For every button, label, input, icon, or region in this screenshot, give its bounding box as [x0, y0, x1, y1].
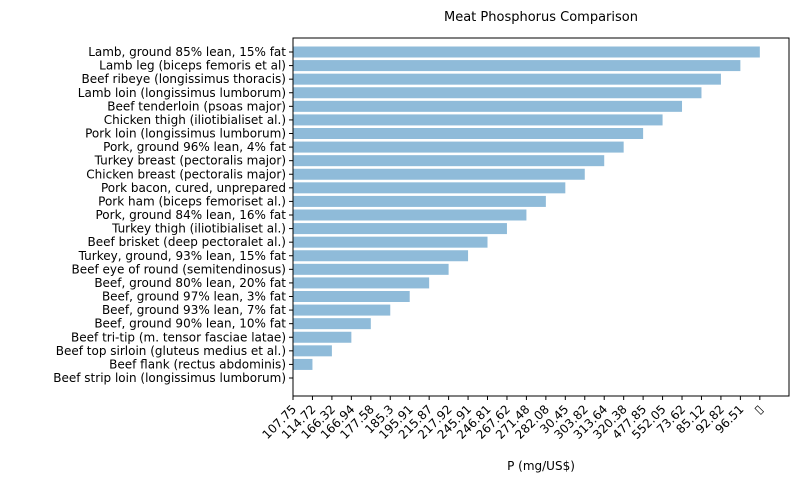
bar	[293, 304, 391, 316]
category-label: Chicken thigh (iliotibialiset al.)	[104, 113, 286, 127]
category-label: Beef brisket (deep pectoralet al.)	[88, 235, 286, 249]
bar	[293, 236, 488, 248]
bar	[293, 358, 313, 370]
category-label: Beef strip loin (longissimus lumborum)	[53, 371, 286, 385]
bar	[293, 318, 371, 330]
category-label: Pork ham (biceps femoriset al.)	[98, 194, 286, 208]
bar	[293, 155, 605, 167]
category-label: Pork, ground 84% lean, 16% fat	[96, 208, 287, 222]
category-label: Lamb leg (biceps femoris et al)	[99, 59, 286, 73]
category-label: Pork, ground 96% lean, 4% fat	[103, 140, 286, 154]
bar	[293, 141, 624, 153]
category-label: Beef, ground 97% lean, 3% fat	[102, 290, 286, 304]
bar	[293, 46, 760, 58]
category-label: Beef flank (rectus abdominis)	[109, 357, 286, 371]
bar	[293, 114, 663, 126]
x-tick-labels: 107.75114.72166.32166.94177.58185.3195.9…	[260, 396, 766, 442]
bar	[293, 100, 683, 112]
category-label: Beef tenderloin (psoas major)	[107, 99, 286, 113]
chart-title: Meat Phosphorus Comparison	[444, 10, 638, 25]
category-label: Beef, ground 90% lean, 10% fat	[94, 317, 286, 331]
category-label: Turkey, ground, 93% lean, 15% fat	[78, 249, 287, 263]
x-tick-label: ▯	[751, 402, 766, 417]
bar	[293, 277, 430, 289]
category-label: Beef eye of round (semitendinosus)	[72, 262, 286, 276]
bars-group	[293, 46, 760, 370]
bar	[293, 128, 644, 139]
category-label: Lamb, ground 85% lean, 15% fat	[88, 45, 286, 59]
x-axis-label: P (mg/US$)	[507, 459, 575, 473]
bar	[293, 291, 410, 302]
bar	[293, 263, 449, 275]
category-label: Beef, ground 80% lean, 20% fat	[94, 276, 286, 290]
category-label: Turkey thigh (iliotibialiset al.)	[111, 222, 286, 236]
category-label: Pork loin (longissimus lumborum)	[85, 127, 286, 141]
bar	[293, 250, 469, 262]
bar	[293, 87, 702, 99]
bar	[293, 345, 332, 357]
bar	[293, 182, 566, 194]
bar	[293, 168, 585, 180]
category-label: Turkey breast (pectoralis major)	[94, 154, 286, 168]
category-label: Chicken breast (pectoralis major)	[86, 167, 286, 181]
bar	[293, 195, 546, 207]
category-label: Beef top sirloin (gluteus medius et al.)	[56, 344, 286, 358]
bar	[293, 223, 507, 235]
bar	[293, 73, 721, 85]
category-label: Pork bacon, cured, unprepared	[101, 181, 286, 195]
bar	[293, 60, 741, 72]
plot-frame	[292, 37, 790, 397]
category-label: Beef tri-tip (m. tensor fasciae latae)	[71, 330, 286, 344]
category-label: Beef ribeye (longissimus thoracis)	[81, 72, 286, 86]
bar	[293, 209, 527, 221]
category-label: Beef, ground 93% lean, 7% fat	[102, 303, 286, 317]
bar	[293, 331, 352, 343]
category-label: Lamb loin (longissimus lumborum)	[78, 86, 286, 100]
